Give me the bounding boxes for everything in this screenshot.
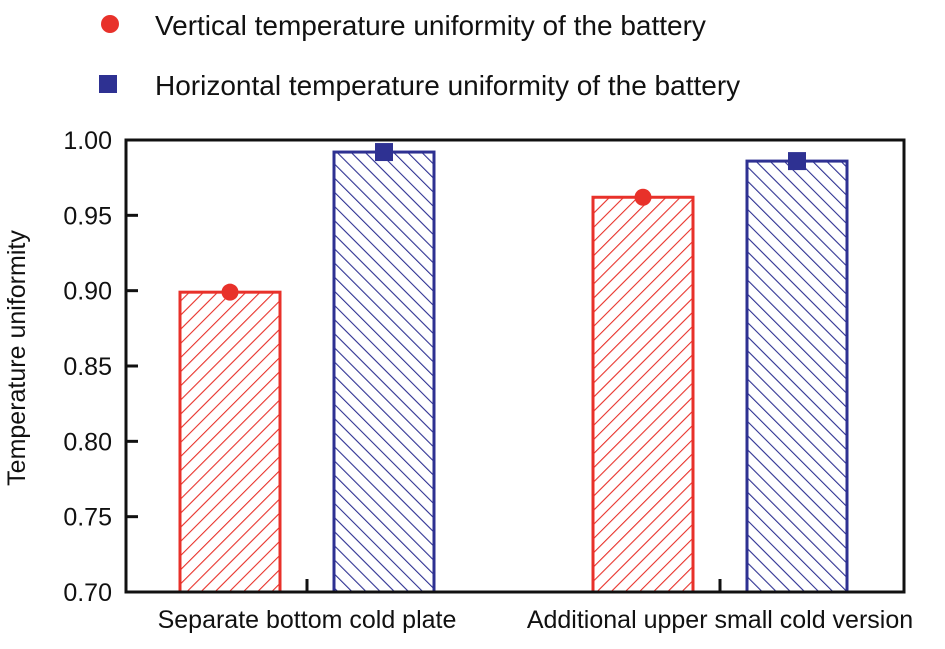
legend-label-horizontal: Horizontal temperature uniformity of the… (155, 70, 740, 101)
legend: Vertical temperature uniformity of the b… (99, 10, 740, 101)
bar-vertical-0 (178, 290, 282, 594)
data-point-horizontal-1 (788, 152, 806, 171)
y-axis-ticks: 0.70 0.75 0.80 0.85 0.90 0.95 1.00 (63, 127, 138, 607)
x-category-label: Additional upper small cold version (527, 606, 913, 634)
plot-frame (124, 138, 906, 594)
x-axis-categories: Separate bottom cold plate Additional upp… (158, 606, 914, 634)
data-point-horizontal-0 (375, 143, 393, 162)
y-tick-label: 0.80 (63, 428, 112, 456)
legend-item-vertical: Vertical temperature uniformity of the b… (101, 10, 706, 41)
bar-vertical-1 (591, 195, 695, 594)
x-category-label: Separate bottom cold plate (158, 606, 457, 634)
bars (178, 150, 849, 594)
y-axis-title: Temperature uniformity (3, 230, 31, 486)
data-point-vertical-1 (634, 188, 652, 206)
y-tick-label: 0.90 (63, 278, 112, 306)
bar-horizontal-1 (745, 159, 849, 594)
y-tick-label: 0.95 (63, 202, 112, 230)
markers (221, 143, 806, 301)
y-tick-label: 0.70 (63, 579, 112, 607)
bar-horizontal-0 (332, 150, 436, 594)
data-point-vertical-0 (221, 283, 239, 301)
legend-item-horizontal: Horizontal temperature uniformity of the… (99, 70, 740, 101)
y-tick-label: 0.75 (63, 504, 112, 532)
y-tick-label: 1.00 (63, 127, 112, 155)
legend-square-marker-icon (99, 75, 117, 93)
legend-label-vertical: Vertical temperature uniformity of the b… (155, 10, 706, 41)
legend-circle-marker-icon (101, 15, 119, 33)
y-tick-label: 0.85 (63, 353, 112, 381)
